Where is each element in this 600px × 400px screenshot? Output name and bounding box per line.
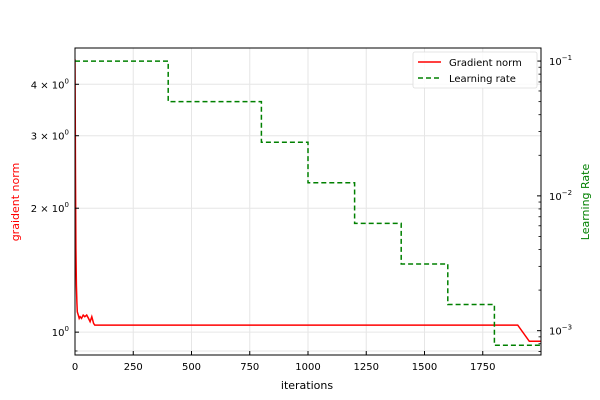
legend-label-gradient-norm: Gradient norm: [449, 58, 522, 69]
legend-label-learning-rate: Learning rate: [449, 74, 516, 85]
y-left-tick-label: 2 × 100: [31, 201, 69, 215]
y-axis-left: 100 2 × 100 3 × 100 4 × 100: [31, 77, 79, 352]
x-tick-label: 0: [72, 362, 78, 373]
legend-box: [412, 51, 538, 89]
y-right-tick-label: 10−3: [549, 324, 572, 338]
plot-lines: [75, 59, 541, 346]
legend: Gradient norm Learning rate: [412, 51, 538, 89]
series-line-gradient-norm: [75, 59, 541, 343]
x-tick-label: 750: [240, 362, 259, 373]
y-axis-right: 10−3 10−2 10−1: [537, 54, 572, 352]
y-left-tick-label: 4 × 100: [31, 77, 69, 91]
grid: [74, 48, 541, 355]
y-axis-left-label: graident norm: [9, 163, 22, 242]
x-tick-label: 500: [182, 362, 201, 373]
y-axis-right-label: Learning Rate: [579, 164, 592, 241]
y-left-tick-label: 100: [52, 325, 69, 339]
series-line-learning-rate: [75, 60, 541, 346]
y-right-tick-label: 10−1: [549, 54, 572, 68]
y-right-tick-label: 10−2: [549, 189, 572, 203]
x-axis: 0 250 500 750 1000 1250 1500 1750: [72, 351, 495, 373]
x-tick-label: 1000: [295, 362, 320, 373]
x-tick-label: 250: [124, 362, 143, 373]
x-tick-label: 1750: [470, 362, 495, 373]
x-axis-label: iterations: [281, 379, 333, 392]
x-tick-label: 1500: [412, 362, 437, 373]
y-left-tick-label: 3 × 100: [31, 129, 69, 143]
x-tick-label: 1250: [354, 362, 379, 373]
